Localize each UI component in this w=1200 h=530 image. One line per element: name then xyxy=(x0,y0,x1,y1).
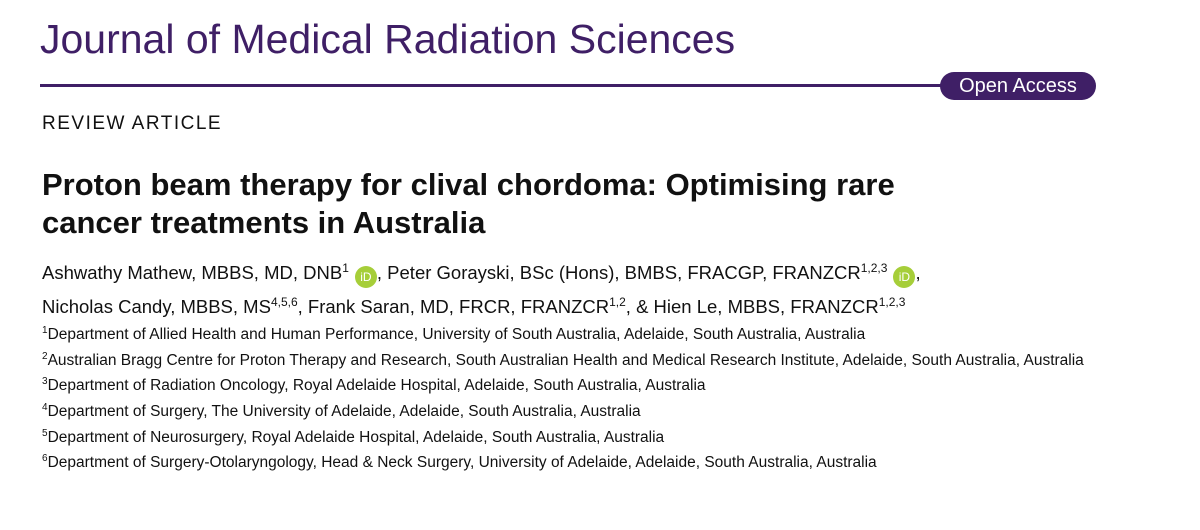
author-name: Nicholas Candy, MBBS, MS xyxy=(42,296,271,318)
author-affiliation-refs: 1,2 xyxy=(609,295,626,310)
orcid-icon: iD xyxy=(354,266,377,289)
separator: , xyxy=(915,262,921,284)
separator: , xyxy=(376,262,383,284)
affiliation: 4Department of Surgery, The University o… xyxy=(42,397,1092,423)
author: Peter Gorayski, BSc (Hons), BMBS, FRACGP… xyxy=(387,261,921,289)
author-affiliation-refs: 1,2,3 xyxy=(878,295,906,310)
affiliations: 1Department of Allied Health and Human P… xyxy=(42,320,1092,474)
affiliation: 1Department of Allied Health and Human P… xyxy=(42,320,1092,346)
author-affiliation-refs: 1 xyxy=(342,261,349,275)
separator: , xyxy=(297,296,303,318)
author-name: Ashwathy Mathew, MBBS, MD, DNB xyxy=(42,262,343,284)
affiliation-number: 3 xyxy=(42,376,48,388)
title-line: cancer treatments in Australia xyxy=(42,205,486,240)
affiliation-text: Department of Surgery, The University of… xyxy=(47,403,641,421)
affiliation: 5Department of Neurosurgery, Royal Adela… xyxy=(42,423,1092,449)
affiliation-number: 6 xyxy=(42,453,48,465)
author-line: Ashwathy Mathew, MBBS, MD, DNB1 iD, Peter… xyxy=(42,254,921,289)
author: & Hien Le, MBBS, FRANZCR1,2,3 xyxy=(636,295,906,318)
author: Nicholas Candy, MBBS, MS4,5,6, xyxy=(42,295,308,318)
affiliation-number: 5 xyxy=(42,427,48,439)
affiliation-number: 4 xyxy=(42,401,48,413)
authors: Ashwathy Mathew, MBBS, MD, DNB1 iD, Peter… xyxy=(42,254,921,321)
affiliation-text: Department of Surgery-Otolaryngology, He… xyxy=(47,454,877,472)
orcid-icon: iD xyxy=(893,266,916,289)
affiliation-text: Department of Radiation Oncology, Royal … xyxy=(47,377,706,395)
affiliation: 3Department of Radiation Oncology, Royal… xyxy=(42,371,1092,397)
article-type: REVIEW ARTICLE xyxy=(42,113,223,134)
author-name: & Hien Le, MBBS, FRANZCR xyxy=(636,296,879,318)
affiliation-text: Department of Neurosurgery, Royal Adelai… xyxy=(47,428,665,446)
affiliation-number: 2 xyxy=(42,350,48,362)
open-access-badge: Open Access xyxy=(940,72,1096,100)
author-name: Frank Saran, MD, FRCR, FRANZCR xyxy=(307,296,610,318)
affiliation: 2Australian Bragg Centre for Proton Ther… xyxy=(42,346,1092,372)
author-line: Nicholas Candy, MBBS, MS4,5,6, Frank Sar… xyxy=(42,288,921,321)
author: Ashwathy Mathew, MBBS, MD, DNB1 iD, xyxy=(42,261,387,289)
author: Frank Saran, MD, FRCR, FRANZCR1,2, xyxy=(307,295,636,318)
affiliation-text: Australian Bragg Centre for Proton Thera… xyxy=(47,351,1084,369)
author-name: Peter Gorayski, BSc (Hons), BMBS, FRACGP… xyxy=(387,262,861,284)
separator: , xyxy=(625,296,631,318)
author-affiliation-refs: 4,5,6 xyxy=(270,295,298,310)
article-title: Proton beam therapy for clival chordoma:… xyxy=(42,166,895,242)
title-line: Proton beam therapy for clival chordoma:… xyxy=(42,167,895,202)
affiliation-text: Department of Allied Health and Human Pe… xyxy=(47,326,866,344)
header-rule xyxy=(40,84,950,87)
affiliation-number: 1 xyxy=(42,325,48,336)
affiliation: 6Department of Surgery-Otolaryngology, H… xyxy=(42,448,1092,474)
journal-title: Journal of Medical Radiation Sciences xyxy=(40,16,736,62)
author-affiliation-refs: 1,2,3 xyxy=(860,261,888,275)
